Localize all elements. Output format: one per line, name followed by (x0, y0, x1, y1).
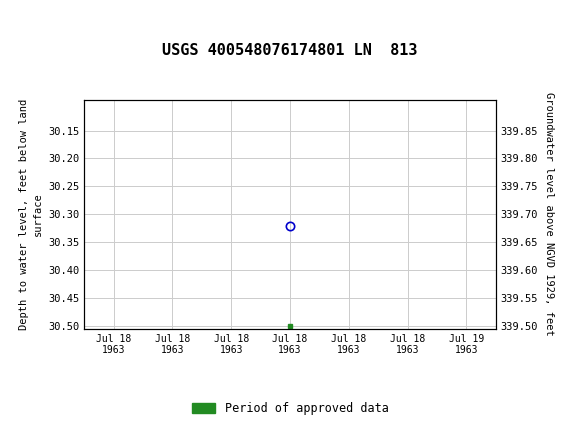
Text: USGS: USGS (44, 8, 90, 23)
Y-axis label: Depth to water level, feet below land
surface: Depth to water level, feet below land su… (19, 99, 42, 330)
Text: USGS 400548076174801 LN  813: USGS 400548076174801 LN 813 (162, 43, 418, 58)
Legend: Period of approved data: Period of approved data (187, 397, 393, 420)
Y-axis label: Groundwater level above NGVD 1929, feet: Groundwater level above NGVD 1929, feet (544, 92, 554, 336)
